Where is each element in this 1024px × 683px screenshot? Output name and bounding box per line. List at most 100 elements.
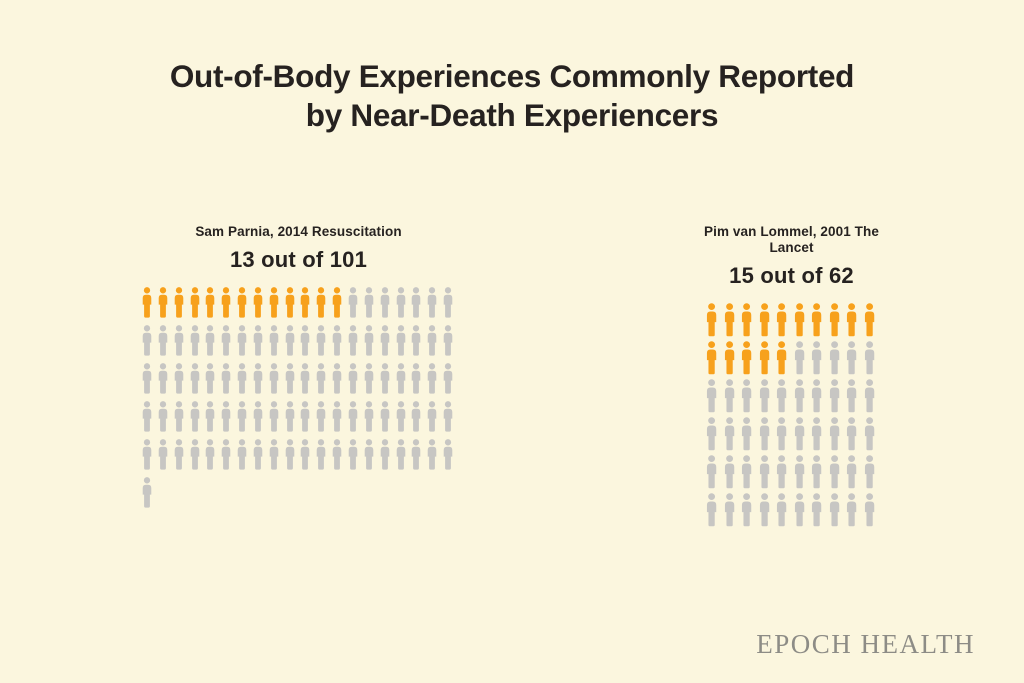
person-icon: [409, 439, 423, 471]
person-icon: [757, 493, 772, 527]
person-icon: [827, 341, 842, 375]
person-icon: [809, 341, 824, 375]
person-icon: [298, 439, 312, 471]
person-icon: [203, 325, 217, 357]
van-lommel-chart: Pim van Lommel, 2001 The Lancet 15 out o…: [704, 224, 879, 527]
person-icon: [722, 417, 737, 451]
person-icon: [774, 417, 789, 451]
person-icon: [251, 439, 265, 471]
person-icon: [722, 379, 737, 413]
person-icon: [235, 287, 249, 319]
person-icon: [409, 401, 423, 433]
person-icon: [362, 325, 376, 357]
person-icon: [188, 363, 202, 395]
person-icon: [172, 325, 186, 357]
person-icon: [346, 401, 360, 433]
pictogram-grid: [704, 303, 879, 527]
person-icon: [739, 493, 754, 527]
person-icon: [739, 379, 754, 413]
person-icon: [425, 401, 439, 433]
person-icon: [362, 287, 376, 319]
person-icon: [140, 477, 154, 509]
title-line-1: Out-of-Body Experiences Commonly Reporte…: [169, 58, 855, 94]
person-icon: [378, 363, 392, 395]
person-icon: [378, 401, 392, 433]
person-icon: [827, 493, 842, 527]
person-icon: [378, 439, 392, 471]
person-icon: [441, 325, 455, 357]
person-icon: [156, 287, 170, 319]
person-icon: [330, 401, 344, 433]
person-icon: [219, 325, 233, 357]
person-icon: [283, 439, 297, 471]
person-icon: [722, 493, 737, 527]
person-icon: [774, 341, 789, 375]
person-icon: [809, 417, 824, 451]
person-icon: [378, 287, 392, 319]
person-icon: [704, 379, 719, 413]
person-icon: [409, 287, 423, 319]
person-icon: [394, 439, 408, 471]
pictogram-grid: [140, 287, 457, 509]
person-icon: [425, 325, 439, 357]
person-icon: [809, 379, 824, 413]
person-icon: [346, 287, 360, 319]
person-icon: [251, 325, 265, 357]
person-icon: [844, 417, 859, 451]
person-icon: [827, 417, 842, 451]
person-icon: [394, 325, 408, 357]
person-icon: [283, 325, 297, 357]
person-icon: [704, 303, 719, 337]
person-icon: [441, 439, 455, 471]
person-icon: [739, 455, 754, 489]
person-icon: [425, 439, 439, 471]
person-icon: [156, 401, 170, 433]
person-icon: [394, 287, 408, 319]
person-icon: [314, 363, 328, 395]
person-icon: [314, 439, 328, 471]
person-icon: [298, 401, 312, 433]
person-icon: [792, 341, 807, 375]
person-icon: [219, 439, 233, 471]
person-icon: [425, 287, 439, 319]
person-icon: [774, 493, 789, 527]
person-icon: [283, 363, 297, 395]
person-icon: [203, 287, 217, 319]
person-icon: [792, 417, 807, 451]
person-icon: [844, 379, 859, 413]
person-icon: [298, 363, 312, 395]
person-icon: [862, 379, 877, 413]
title-line-2: by Near-Death Experiencers: [305, 97, 719, 133]
person-icon: [267, 363, 281, 395]
person-icon: [330, 439, 344, 471]
person-icon: [757, 379, 772, 413]
person-icon: [441, 363, 455, 395]
person-icon: [140, 363, 154, 395]
person-icon: [739, 417, 754, 451]
person-icon: [394, 401, 408, 433]
person-icon: [757, 303, 772, 337]
person-icon: [267, 439, 281, 471]
person-icon: [235, 325, 249, 357]
person-icon: [267, 287, 281, 319]
person-icon: [330, 325, 344, 357]
person-icon: [827, 455, 842, 489]
person-icon: [172, 401, 186, 433]
person-icon: [378, 325, 392, 357]
person-icon: [862, 303, 877, 337]
person-icon: [172, 439, 186, 471]
person-icon: [792, 303, 807, 337]
person-icon: [235, 401, 249, 433]
person-icon: [156, 325, 170, 357]
person-icon: [314, 401, 328, 433]
stat-label: 15 out of 62: [729, 263, 854, 288]
person-icon: [298, 287, 312, 319]
person-icon: [827, 379, 842, 413]
person-icon: [844, 493, 859, 527]
person-icon: [298, 325, 312, 357]
person-icon: [172, 363, 186, 395]
person-icon: [722, 341, 737, 375]
epoch-health-logo: EPOCH HEALTH: [756, 629, 975, 659]
person-icon: [203, 401, 217, 433]
person-icon: [739, 341, 754, 375]
